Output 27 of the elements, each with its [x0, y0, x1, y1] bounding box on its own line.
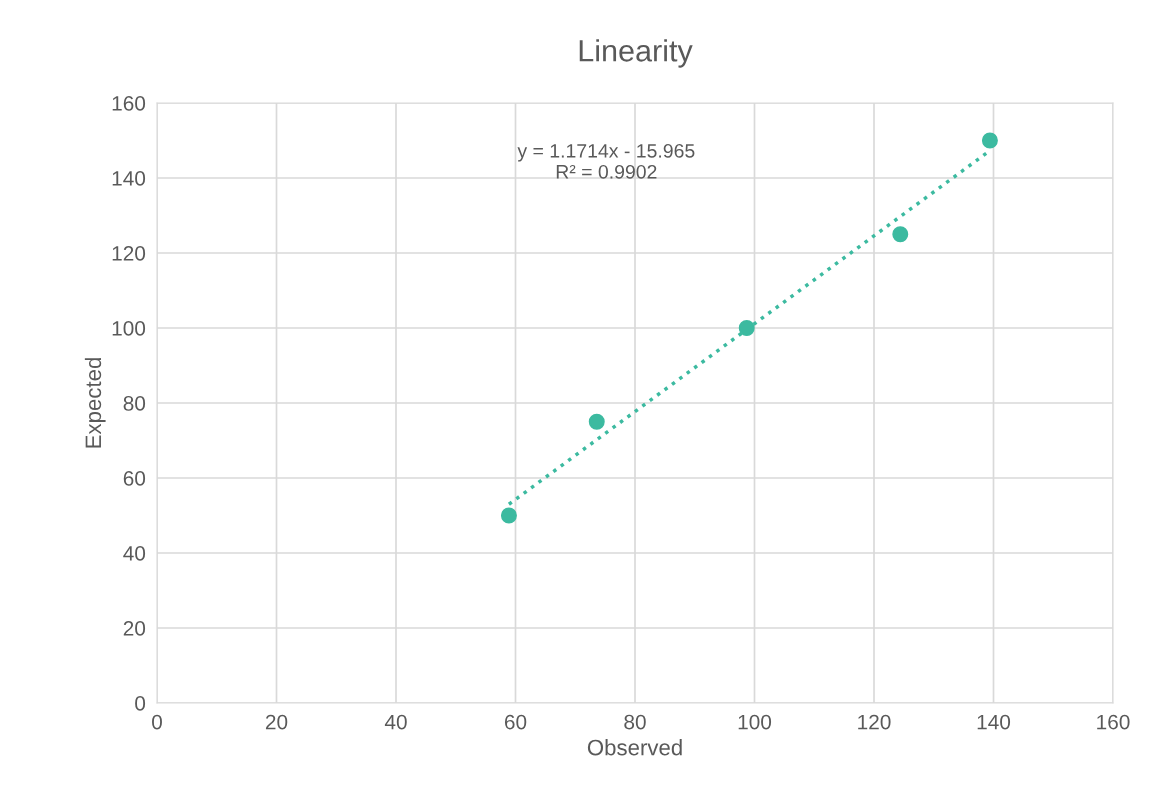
x-tick-label: 140	[977, 714, 1011, 730]
point	[500, 507, 517, 524]
point	[892, 226, 909, 243]
point	[588, 413, 605, 430]
y-tick-label: 160	[112, 96, 146, 111]
point	[981, 132, 998, 149]
y-tick-label: 60	[123, 471, 146, 486]
chart-title: Linearity	[579, 39, 693, 68]
x-tick-label: 20	[265, 714, 288, 730]
annotation: y = 1.1714x - 15.965 R² = 0.9902	[517, 143, 695, 179]
y-tick-label: 40	[123, 546, 146, 561]
x-tick-label: 80	[624, 714, 646, 730]
y-tick-label: 120	[112, 246, 146, 261]
x-tick-label: 60	[504, 714, 527, 730]
point	[738, 320, 755, 336]
x-tick-label: 100	[738, 714, 772, 730]
y-tick-label: 100	[112, 321, 146, 336]
y-tick-label: 20	[123, 621, 146, 636]
x-axis-title: Observed	[587, 739, 682, 756]
x-tick-label: 120	[858, 714, 891, 730]
y-tick-label: 80	[123, 396, 146, 411]
x-tick-label: 0	[152, 714, 162, 730]
x-tick-label: 40	[384, 714, 407, 730]
x-tick-label: 160	[1097, 714, 1130, 730]
y-tick-label: 0	[135, 696, 146, 711]
y-axis-title: Expected	[84, 358, 106, 448]
y-tick-label: 140	[112, 171, 146, 186]
